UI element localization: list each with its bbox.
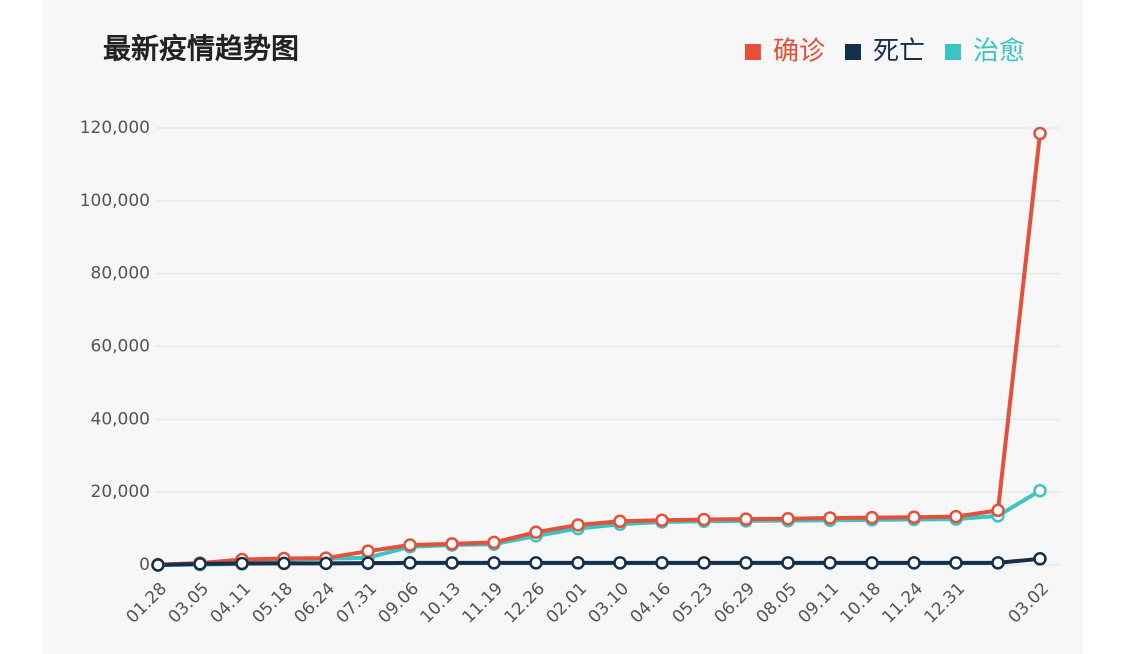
point-marker <box>151 558 165 572</box>
legend-swatch <box>744 44 761 60</box>
legend-label: 死亡 <box>873 37 925 67</box>
point-marker <box>739 556 753 570</box>
point-marker <box>445 556 459 570</box>
point-marker <box>949 509 963 524</box>
point-marker <box>487 535 501 550</box>
y-tick-label: 0 <box>139 555 150 575</box>
legend-swatch <box>844 44 861 60</box>
legend-swatch <box>944 44 961 60</box>
y-tick-label: 120,000 <box>80 118 150 138</box>
point-marker <box>319 556 333 571</box>
point-marker <box>361 544 375 558</box>
point-marker <box>1033 552 1047 566</box>
series-line <box>157 556 1041 567</box>
y-tick-label: 80,000 <box>91 264 150 284</box>
point-marker <box>277 556 291 571</box>
point-marker <box>697 512 711 527</box>
point-marker <box>613 514 627 529</box>
point-marker <box>655 556 669 570</box>
point-marker <box>655 513 669 527</box>
y-tick-label: 60,000 <box>91 337 150 357</box>
point-marker <box>1033 483 1047 498</box>
legend-label: 治愈 <box>973 37 1025 67</box>
point-marker <box>445 537 459 551</box>
point-marker <box>907 510 921 525</box>
point-marker <box>781 512 795 526</box>
point-marker <box>235 556 249 571</box>
series-line <box>157 133 1042 567</box>
chart-title: 最新疫情趋势图 <box>103 32 299 65</box>
point-marker <box>403 556 417 570</box>
y-tick-label: 20,000 <box>91 482 150 502</box>
point-marker <box>1033 126 1047 141</box>
point-marker <box>907 556 921 570</box>
point-marker <box>403 538 417 552</box>
point-marker <box>193 557 207 571</box>
point-marker <box>697 556 711 570</box>
point-marker <box>823 556 837 570</box>
point-marker <box>991 503 1005 518</box>
point-marker <box>739 512 753 526</box>
point-marker <box>361 556 375 570</box>
point-marker <box>991 556 1005 570</box>
point-marker <box>487 556 501 570</box>
point-marker <box>571 556 585 570</box>
point-marker <box>781 556 795 570</box>
legend-label: 确诊 <box>773 37 825 67</box>
y-tick-label: 40,000 <box>91 409 150 429</box>
point-marker <box>529 525 543 539</box>
point-marker <box>949 556 963 570</box>
point-marker <box>613 556 627 570</box>
point-marker <box>571 518 585 532</box>
point-marker <box>529 556 543 570</box>
point-marker <box>823 511 837 525</box>
point-marker <box>865 510 879 525</box>
card <box>42 0 1083 654</box>
point-marker <box>865 556 879 570</box>
y-tick-label: 100,000 <box>80 191 150 211</box>
